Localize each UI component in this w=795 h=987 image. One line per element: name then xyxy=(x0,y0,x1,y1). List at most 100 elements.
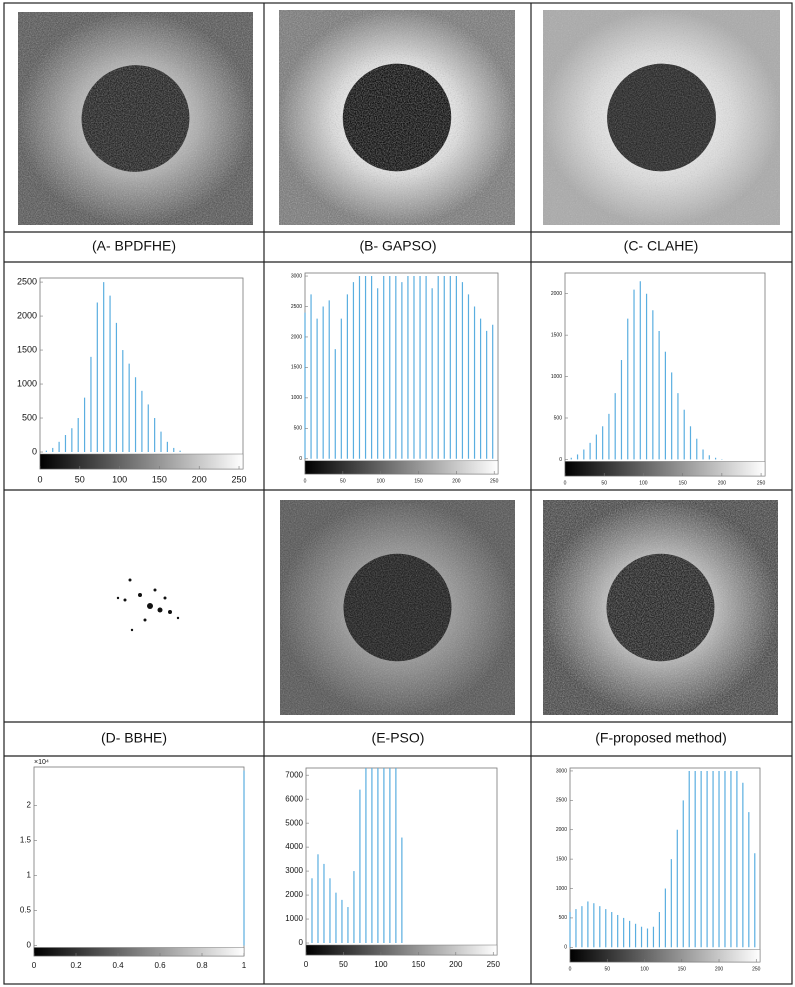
y-tick-label: 0 xyxy=(32,446,37,456)
y-tick-label: 0 xyxy=(564,945,567,951)
y-tick-label: 0 xyxy=(299,938,304,947)
x-tick-label: 100 xyxy=(112,474,127,484)
caption: (F-proposed method) xyxy=(595,730,727,746)
caption: (A- BPDFHE) xyxy=(92,238,176,254)
caption: (C- CLAHE) xyxy=(624,238,699,254)
x-tick-label: 150 xyxy=(678,480,687,486)
y-tick-label: 7000 xyxy=(285,770,303,779)
x-tick-label: 100 xyxy=(377,478,386,484)
x-tick-label: 200 xyxy=(449,960,463,969)
photo xyxy=(543,500,778,715)
y-tick-label: 500 xyxy=(554,415,563,421)
y-tick-label: 2000 xyxy=(285,890,303,899)
x-tick-label: 1 xyxy=(242,961,247,970)
colorbar xyxy=(564,461,766,477)
x-tick-label: 150 xyxy=(678,966,687,972)
x-tick-label: 0.6 xyxy=(154,961,166,970)
x-tick-label: 0 xyxy=(304,960,309,969)
x-tick-label: 200 xyxy=(192,474,207,484)
y-tick-label: 0.5 xyxy=(20,906,32,915)
x-tick-label: 50 xyxy=(604,966,610,972)
x-tick-label: 150 xyxy=(152,474,167,484)
x-tick-label: 50 xyxy=(339,960,348,969)
x-tick-label: 100 xyxy=(639,480,648,486)
x-tick-label: 0 xyxy=(32,961,37,970)
y-tick-label: 1000 xyxy=(556,886,567,892)
x-tick-label: 200 xyxy=(452,478,461,484)
y-tick-label: 1000 xyxy=(17,378,37,388)
x-tick-label: 0 xyxy=(304,478,307,484)
x-tick-label: 100 xyxy=(374,960,388,969)
y-tick-label: 1 xyxy=(27,871,32,880)
x-tick-label: 250 xyxy=(752,966,761,972)
y-tick-label: 5000 xyxy=(285,818,303,827)
y-tick-label: 1000 xyxy=(285,914,303,923)
y-tick-label: 0 xyxy=(559,457,562,463)
photo-noise xyxy=(18,12,253,225)
y-tick-label: 2500 xyxy=(17,276,37,286)
y-tick-label: 2500 xyxy=(556,798,567,804)
colorbar xyxy=(305,944,498,956)
caption: (E-PSO) xyxy=(372,730,425,746)
y-tick-label: 0 xyxy=(27,941,32,950)
x-tick-label: 150 xyxy=(414,478,423,484)
x-tick-label: 250 xyxy=(490,478,499,484)
plot-area xyxy=(33,766,245,957)
x-tick-label: 150 xyxy=(412,960,426,969)
x-tick-label: 0 xyxy=(37,474,42,484)
y-tick-label: 1.5 xyxy=(20,836,32,845)
y-tick-label: 3000 xyxy=(285,866,303,875)
x-tick-label: 50 xyxy=(601,480,607,486)
y-tick-label: 2000 xyxy=(17,310,37,320)
y-tick-label: 3000 xyxy=(291,273,302,279)
x-tick-label: 0 xyxy=(564,480,567,486)
colorbar xyxy=(33,947,245,957)
y-tick-label: 6000 xyxy=(285,794,303,803)
caption: (B- GAPSO) xyxy=(359,238,436,254)
photo xyxy=(18,12,253,225)
photo-noise xyxy=(279,10,515,225)
x-tick-label: 250 xyxy=(487,960,501,969)
y-tick-label: 0 xyxy=(299,456,302,462)
x-tick-label: 200 xyxy=(718,480,727,486)
x-tick-label: 100 xyxy=(640,966,649,972)
x-tick-label: 0.8 xyxy=(196,961,208,970)
y-tick-label: 500 xyxy=(294,426,303,432)
photo xyxy=(280,500,515,715)
y-tick-label: 500 xyxy=(22,412,37,422)
photo-noise xyxy=(280,500,515,715)
y-tick-label: 1000 xyxy=(291,395,302,401)
photo-noise xyxy=(543,10,780,225)
x-tick-label: 0.4 xyxy=(112,961,124,970)
y-tick-label: 500 xyxy=(559,915,568,921)
colorbar xyxy=(304,460,499,475)
y-tick-label: 2000 xyxy=(291,334,302,340)
x-tick-label: 200 xyxy=(715,966,724,972)
y-tick-label: 1500 xyxy=(17,344,37,354)
colorbar xyxy=(39,453,244,470)
x-tick-label: 0 xyxy=(569,966,572,972)
y-tick-label: 1500 xyxy=(291,365,302,371)
y-tick-label: 2000 xyxy=(556,827,567,833)
photo xyxy=(543,10,780,225)
y-tick-label: 1500 xyxy=(551,332,562,338)
caption: (D- BBHE) xyxy=(101,730,167,746)
photo-noise xyxy=(543,500,778,715)
y-tick-label: 2500 xyxy=(291,304,302,310)
specks xyxy=(116,578,180,632)
y-multiplier: ×10⁴ xyxy=(34,759,49,766)
table-rules xyxy=(3,2,793,985)
y-tick-label: 2000 xyxy=(551,291,562,297)
y-tick-label: 1000 xyxy=(551,374,562,380)
x-tick-label: 250 xyxy=(232,474,247,484)
x-tick-label: 0.2 xyxy=(70,961,82,970)
y-tick-label: 1500 xyxy=(556,856,567,862)
y-tick-label: 2 xyxy=(27,801,32,810)
y-tick-label: 3000 xyxy=(556,768,567,774)
y-tick-label: 4000 xyxy=(285,842,303,851)
x-tick-label: 50 xyxy=(75,474,85,484)
x-tick-label: 50 xyxy=(340,478,346,484)
colorbar xyxy=(569,949,761,963)
x-tick-label: 250 xyxy=(757,480,766,486)
